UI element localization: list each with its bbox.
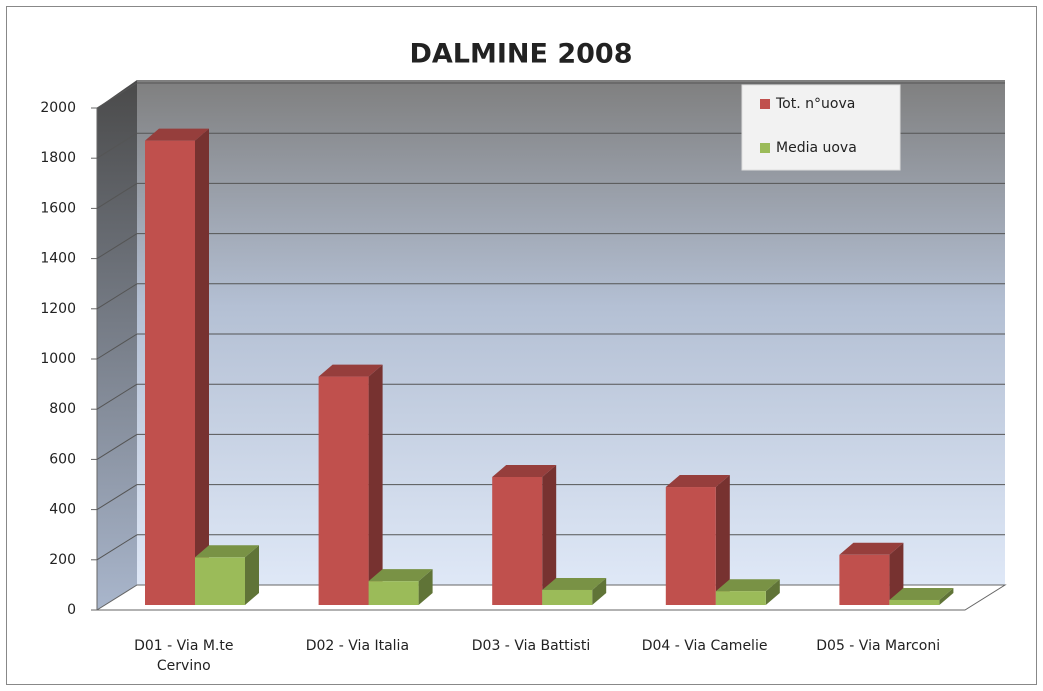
y-tick-label: 600 [49,451,76,467]
x-tick-label: D04 - Via Camelie [641,638,768,654]
chart-title: DALMINE 2008 [409,39,632,70]
bar [889,587,954,605]
bar-side [715,475,730,605]
y-tick-label: 1600 [40,200,76,216]
side-grid-line [96,182,138,209]
bar-top [715,579,780,592]
bar-side [195,128,209,605]
y-tick-label: 2000 [40,100,76,116]
x-tick-label: D01 - Via M.te Cervino [134,638,234,674]
bar-side [889,542,904,605]
y-tick-label: 400 [49,502,76,518]
bar-front [889,599,940,605]
y-tick-label: 1000 [40,351,76,367]
bar-side [368,364,383,605]
x-tick-label: D02 - Via Italia [305,638,410,654]
side-grid-line [96,484,138,511]
legend-label: Media uova [776,140,857,156]
bar-front [195,557,245,605]
y-tick-label: 800 [49,401,76,417]
side-grid-line [96,82,138,109]
bar-top [368,569,433,582]
bar-side [542,464,557,605]
bar-front [665,487,716,605]
bar-front [715,591,766,605]
bar [839,542,904,605]
side-grid-line [96,333,138,360]
y-tick-label: 0 [67,602,76,618]
bar [715,579,780,605]
side-grid-line [96,534,138,561]
bar-top [145,128,209,141]
bar [195,545,259,605]
y-tick-label: 200 [49,552,76,568]
bar-front [145,140,195,605]
bar-top [839,542,904,555]
legend-swatch [760,99,770,109]
y-tick-label: 1200 [40,301,76,317]
bar-top [492,464,557,477]
bar-front [492,476,543,605]
bar-side [765,579,780,605]
side-grid-line [96,283,138,310]
legend-swatch [760,143,770,153]
bar [368,569,433,605]
side-grid-line [96,233,138,260]
bar [492,464,557,605]
bar-top [318,364,383,377]
legend: Tot. n°uova Media uova [741,84,901,171]
bar-top [889,587,954,600]
x-tick-label: D05 - Via Marconi [816,638,941,654]
bar-front [318,376,369,605]
bar-top [195,545,259,558]
legend-label: Tot. n°uova [775,96,855,112]
side-grid-line [96,433,138,460]
bar-top [665,475,730,488]
side-wall [97,80,137,610]
bar-top [542,577,607,590]
bar [665,475,730,605]
bar-front [839,554,890,605]
bar [318,364,383,605]
y-tick-label: 1800 [40,150,76,166]
side-grid-line [96,383,138,410]
bar-front [542,589,593,605]
bar-side [939,587,954,605]
bar-side [418,569,433,605]
side-grid-line [96,132,138,159]
bar [542,577,607,605]
bar-side [592,577,607,605]
bar [145,128,209,605]
y-tick-label: 1400 [40,251,76,267]
bar-side [245,545,259,605]
bar-front [368,581,419,605]
x-tick-label: D03 - Via Battisti [471,638,591,654]
